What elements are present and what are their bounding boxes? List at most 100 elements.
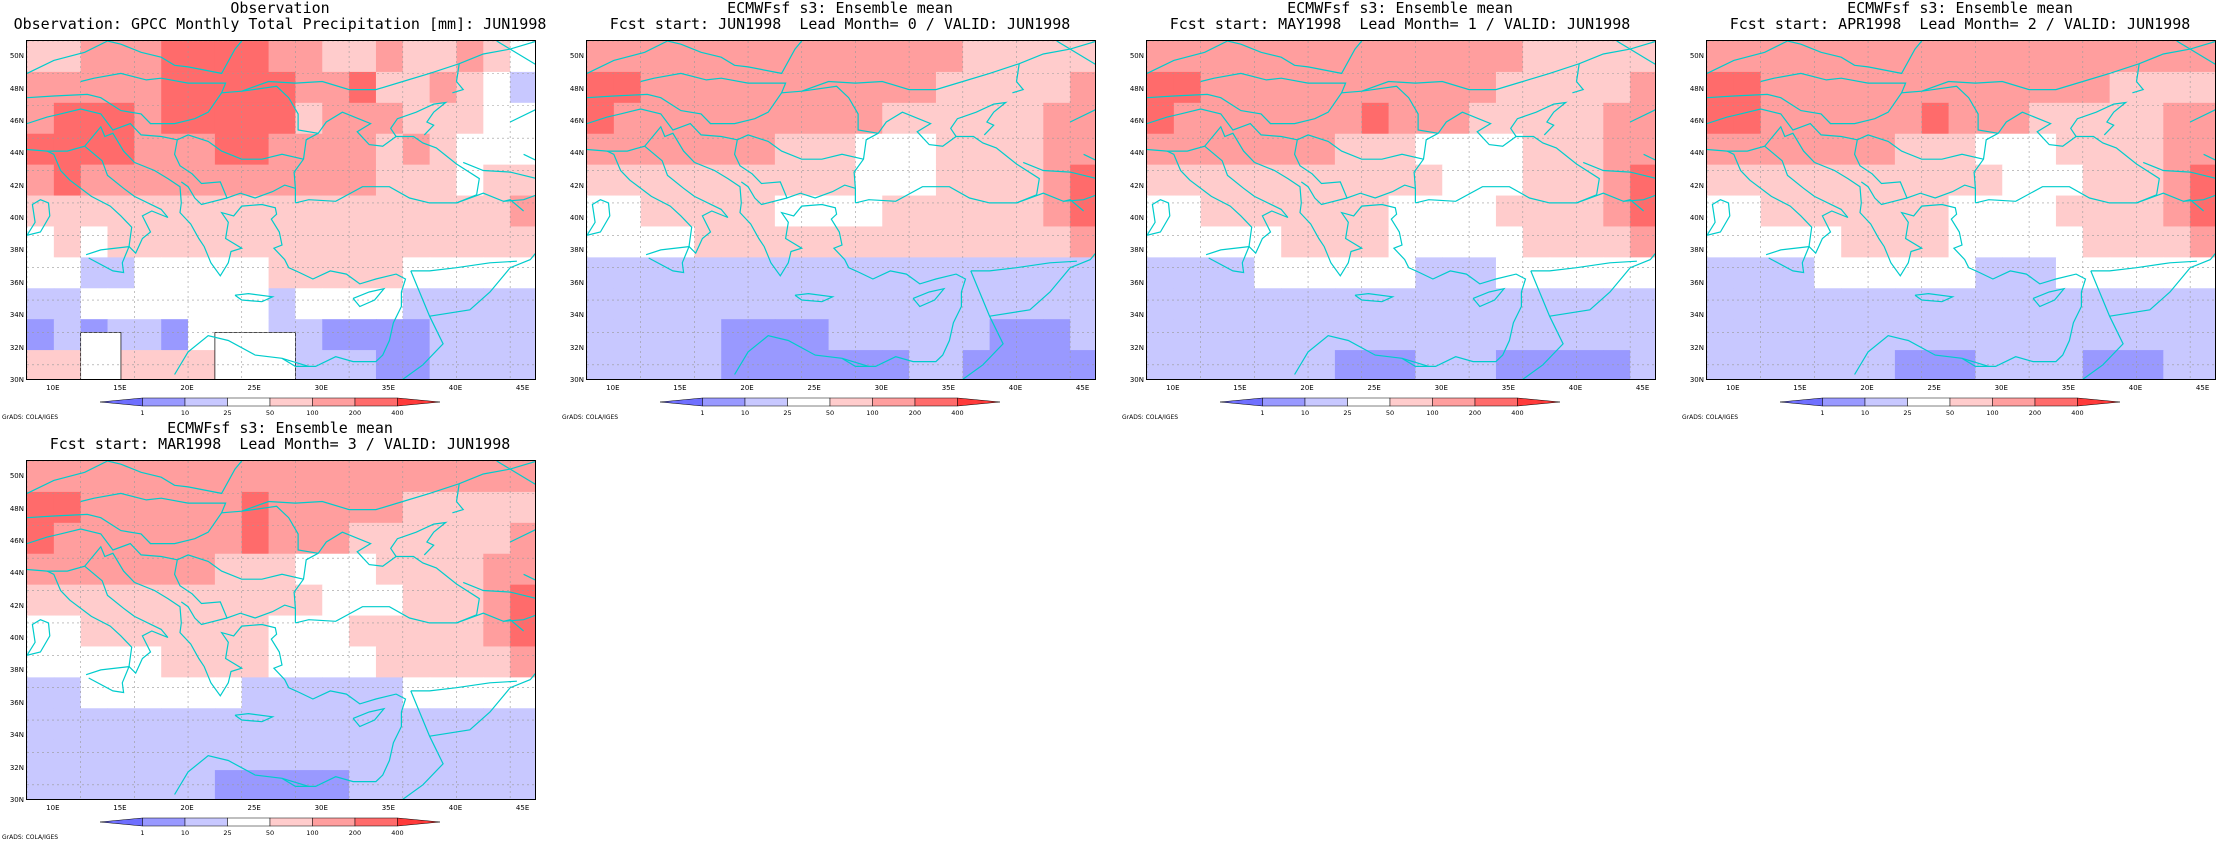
heatmap-cell	[2082, 41, 2111, 73]
heatmap-cell	[295, 288, 323, 320]
heatmap-cell	[989, 41, 1018, 73]
heatmap-cell	[2055, 350, 2084, 379]
coastline	[855, 186, 1037, 204]
panel-title: ECMWFsf s3: Ensemble mean Fcst start: JU…	[609, 0, 1071, 33]
colorbar-label: 10	[1861, 409, 1869, 417]
heatmap-cell	[748, 288, 776, 320]
heatmap-cell	[1630, 102, 1655, 135]
heatmap-cell	[1361, 102, 1390, 135]
heatmap-cell	[1921, 288, 1950, 320]
heatmap-cell	[1334, 226, 1363, 258]
heatmap-cell	[53, 319, 82, 351]
heatmap-cell	[241, 102, 270, 135]
colorbar-label: 25	[783, 409, 791, 417]
heatmap-cell	[402, 164, 431, 197]
lat-tick-label: 40N	[1689, 214, 1704, 223]
heatmap-cell	[1043, 71, 1071, 104]
heatmap-cell	[134, 226, 162, 258]
heatmap-cell	[1469, 102, 1497, 135]
heatmap-cell	[161, 615, 189, 648]
coastline	[293, 531, 480, 623]
colorbar-swatch	[142, 817, 186, 827]
heatmap-cell	[1576, 288, 1604, 320]
colorbar-swatch	[269, 397, 313, 407]
heatmap-cell	[483, 133, 511, 166]
heatmap-cell	[349, 71, 377, 104]
coastline	[221, 505, 319, 554]
heatmap-cell	[828, 257, 857, 289]
colorbar: 1 10 25 50 100 200 400	[1779, 397, 2121, 418]
lon-tick-label: 20E	[180, 804, 194, 812]
heatmap-cell	[2082, 350, 2111, 379]
heatmap-cell	[1894, 164, 1923, 197]
colorbar-swatch	[99, 397, 143, 407]
heatmap-cell	[429, 133, 458, 166]
heatmap-cell	[587, 71, 615, 104]
heatmap-cell	[613, 195, 642, 228]
heatmap-cell	[1630, 226, 1655, 258]
lat-tick-label: 42N	[569, 181, 584, 190]
coastline	[410, 260, 517, 272]
heatmap-cell	[1576, 319, 1604, 351]
lat-tick-label: 38N	[569, 246, 584, 255]
heatmap-cell	[721, 257, 749, 289]
coastline	[1022, 161, 1095, 179]
heatmap-cell	[510, 522, 535, 555]
heatmap-cell	[613, 71, 642, 104]
heatmap-cell	[1227, 226, 1255, 258]
heatmap-cell	[1760, 288, 1789, 320]
coastline	[794, 292, 835, 303]
heatmap-cell	[241, 646, 270, 678]
heatmap-cell	[1043, 226, 1071, 258]
heatmap-cell	[882, 319, 910, 351]
colorbar-swatch	[744, 397, 788, 407]
heatmap-cell	[188, 319, 216, 351]
precip-map	[1706, 40, 2216, 380]
heatmap-cell	[882, 164, 910, 197]
heatmap-cell	[188, 491, 216, 524]
heatmap-cell	[402, 708, 431, 740]
colorbar-swatch	[1219, 397, 1263, 407]
map-svg	[27, 461, 535, 799]
heatmap-cell	[1334, 102, 1363, 135]
colorbar-label: 100	[866, 409, 878, 417]
heatmap-cell	[1442, 350, 1470, 379]
heatmap-cell	[161, 257, 189, 289]
heatmap-cell	[349, 195, 377, 228]
heatmap-cell	[456, 195, 484, 228]
colorbar: 1 10 25 50 100 200 400	[659, 397, 1001, 418]
heatmap-cell	[640, 257, 669, 289]
heatmap-cell	[1495, 350, 1524, 379]
heatmap-cell	[510, 102, 535, 135]
heatmap-cell	[27, 41, 55, 73]
colorbar-label: 50	[266, 829, 274, 837]
heatmap-cell	[1549, 71, 1578, 104]
heatmap-cell	[2109, 133, 2138, 166]
colorbar-label: 200	[349, 409, 361, 417]
heatmap-cell	[1733, 195, 1762, 228]
coastline	[2069, 101, 2128, 137]
map-panel: ECMWFsf s3: Ensemble mean Fcst start: AP…	[1680, 0, 2240, 421]
heatmap-cell	[1043, 164, 1071, 197]
coastline	[27, 108, 304, 160]
map-svg	[587, 41, 1095, 379]
heatmap-cell	[1495, 164, 1524, 197]
coastline	[180, 181, 228, 206]
heatmap-cell	[1388, 257, 1417, 289]
heatmap-cell	[1200, 102, 1229, 135]
heatmap-cell	[1043, 133, 1071, 166]
heatmap-cell	[402, 350, 431, 379]
heatmap-cell	[828, 41, 857, 73]
heatmap-cell	[1522, 350, 1551, 379]
coastline	[587, 41, 803, 75]
heatmap-cell	[1975, 288, 2003, 320]
heatmap-cell	[2109, 41, 2138, 73]
heatmap-cell	[53, 584, 82, 617]
lat-tick-label: 38N	[9, 666, 24, 675]
heatmap-cell	[667, 71, 695, 104]
heatmap-cell	[721, 71, 749, 104]
heatmap-cell	[27, 677, 55, 709]
heatmap-cell	[1576, 195, 1604, 228]
heatmap-cell	[2029, 257, 2057, 289]
heatmap-cell	[1733, 226, 1762, 258]
